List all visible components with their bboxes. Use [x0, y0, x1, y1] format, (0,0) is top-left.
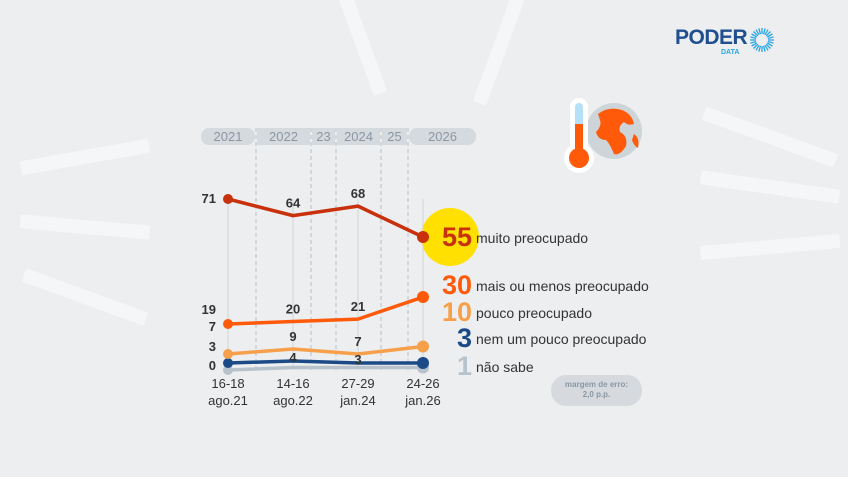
- legend-item: 30 mais ou menos preocupado: [430, 270, 649, 301]
- sunburst-ray: [755, 29, 760, 36]
- sunburst-ray: [763, 28, 766, 35]
- x-tick-days: 16-18: [211, 376, 244, 391]
- data-point: [417, 231, 429, 243]
- data-label: 9: [289, 329, 296, 344]
- series-line: [227, 295, 424, 326]
- data-label: 7: [209, 319, 216, 334]
- data-point: [417, 357, 429, 369]
- data-label: 68: [351, 186, 365, 201]
- x-tick-month: jan.26: [404, 393, 440, 408]
- highlight-circle: [421, 208, 479, 266]
- year-band: [257, 128, 310, 145]
- data-point: [223, 365, 233, 375]
- year-label: 2022: [269, 129, 298, 144]
- thermometer-globe-illustration: [564, 98, 642, 173]
- sunburst-ray: [764, 29, 769, 36]
- final-value: 1: [456, 351, 472, 381]
- year-label: 2024: [344, 129, 373, 144]
- data-point: [417, 291, 429, 304]
- data-label: 3: [354, 352, 361, 367]
- sunburst-ray: [751, 42, 758, 47]
- data-label: 0: [209, 358, 216, 373]
- x-tick-month: ago.22: [273, 393, 313, 408]
- legend-item: 3 nem um pouco preocupado: [430, 323, 646, 354]
- sunburst-ray: [764, 44, 769, 51]
- data-label: 71: [202, 191, 216, 206]
- sunburst-ray: [753, 43, 759, 49]
- poderdata-logo: PODER DATA: [675, 27, 775, 56]
- thermometer-icon: [564, 98, 594, 173]
- legend-item: 1 não sabe: [430, 351, 534, 382]
- sunburst-ray: [755, 44, 760, 51]
- sunburst-ray: [765, 43, 772, 49]
- sunburst-ray: [763, 45, 766, 52]
- year-band: [337, 128, 380, 145]
- series-line: [227, 344, 424, 356]
- series-line: [227, 197, 424, 239]
- year-band: [409, 128, 476, 145]
- sunburst-ray: [750, 36, 757, 40]
- x-tick-days: 24-26: [406, 376, 439, 391]
- legend-item: 55 muito preocupado: [430, 222, 588, 253]
- series-name: não sabe: [476, 358, 534, 375]
- data-point: [223, 349, 233, 359]
- x-tick-days: 27-29: [341, 376, 374, 391]
- series-name: nem um pouco preocupado: [476, 330, 647, 347]
- sunburst-ray: [767, 40, 774, 44]
- sunburst-ray: [758, 45, 762, 52]
- series-line: [227, 365, 423, 372]
- year-label: 23: [316, 129, 330, 144]
- year-band: [312, 128, 335, 145]
- margin-of-error-badge: margem de erro: 2,0 p.p.: [551, 375, 642, 406]
- sunburst-ray: [758, 28, 762, 35]
- year-band: [201, 128, 255, 145]
- sunburst-ray: [767, 42, 773, 47]
- series-name: pouco preocupado: [476, 304, 592, 321]
- legend-item: 10 pouco preocupado: [430, 297, 592, 328]
- sunburst-ray: [753, 31, 759, 37]
- globe-icon: [586, 103, 642, 159]
- sunburst-ray: [750, 40, 757, 44]
- data-point: [417, 340, 429, 353]
- data-label: 19: [202, 302, 216, 317]
- data-label: 7: [354, 334, 361, 349]
- series-name: mais ou menos preocupado: [476, 277, 649, 294]
- x-tick-month: ago.21: [208, 393, 248, 408]
- year-label: 2026: [428, 129, 457, 144]
- data-label: 3: [209, 339, 216, 354]
- final-value: 10: [441, 297, 472, 327]
- year-label: 25: [387, 129, 401, 144]
- sunburst-ray: [767, 33, 773, 38]
- data-point: [223, 194, 233, 204]
- data-point: [223, 358, 233, 368]
- year-band: [382, 128, 407, 145]
- sunburst-logo-icon: [750, 28, 775, 52]
- data-label: 20: [286, 302, 300, 317]
- year-label: 2021: [214, 129, 243, 144]
- x-tick-days: 14-16: [276, 376, 309, 391]
- series-line: [227, 359, 423, 365]
- sunburst-ray: [765, 31, 772, 37]
- final-value: 55: [441, 222, 472, 252]
- series-name: muito preocupado: [476, 229, 589, 246]
- data-label: 4: [289, 350, 297, 365]
- sunburst-ray: [767, 36, 774, 40]
- x-tick-month: jan.24: [339, 393, 375, 408]
- final-value: 3: [456, 323, 472, 353]
- data-point: [223, 319, 233, 329]
- data-label: 21: [351, 299, 365, 314]
- data-label: 64: [286, 196, 301, 211]
- sunburst-ray: [751, 33, 758, 38]
- final-value: 30: [441, 270, 472, 300]
